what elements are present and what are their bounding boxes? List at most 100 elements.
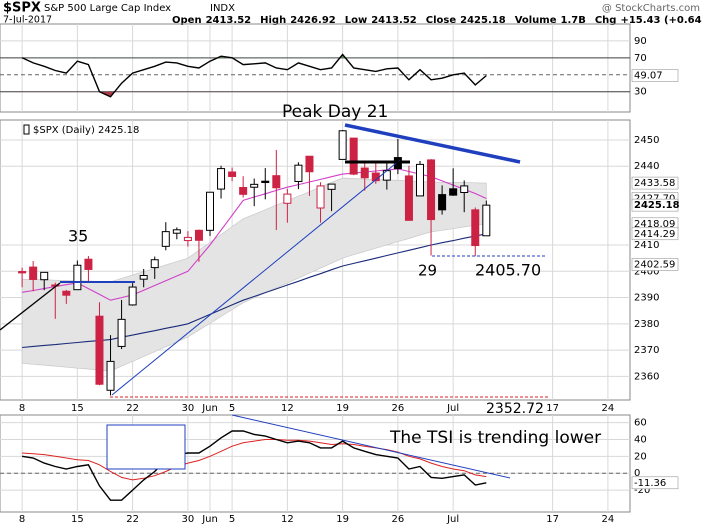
y-tick-label: 2360	[634, 371, 659, 382]
x-tick-label: 12	[281, 403, 294, 414]
x-tick-label: 22	[126, 403, 139, 414]
value-tag	[631, 227, 679, 241]
plot-layer: 90703049.0723602370238023902400241024402…	[0, 24, 680, 525]
candle-body	[327, 183, 336, 190]
quote-label: Volume	[515, 15, 557, 26]
x-tick-label: 17	[546, 514, 559, 525]
annotation: 35	[68, 227, 88, 246]
x-tick-label: Jul	[446, 403, 459, 414]
candle-body	[228, 171, 237, 177]
quote-value: 2425.18	[460, 15, 506, 26]
quote-label: Low	[345, 15, 367, 26]
price-frame	[0, 119, 631, 401]
quote-value: 2426.92	[290, 15, 336, 26]
candle-body	[40, 271, 49, 281]
candle-body	[128, 286, 137, 306]
index-name: S&P 500 Large Cap Index	[44, 3, 171, 14]
quote-label: Close	[426, 15, 457, 26]
candle-body	[416, 163, 424, 197]
candle-body	[217, 168, 226, 190]
exchange: INDX	[210, 3, 235, 14]
quote-line: Open 2413.52 High 2426.92 Low 2413.52 Close 242…	[172, 15, 702, 26]
value-tag-label: 2414.29	[634, 229, 675, 240]
y-tick-label: 30	[634, 87, 647, 98]
quote-value: 2413.52	[371, 15, 417, 26]
candle-body	[172, 229, 181, 234]
quote-label: Open	[172, 15, 202, 26]
candle-body	[206, 191, 214, 231]
value-tag-label: 2425.18	[634, 200, 680, 211]
legend-label: $SPX (Daily) 2425.18	[33, 125, 139, 136]
annotation: 2352.72	[486, 401, 544, 417]
candle-body	[62, 290, 71, 296]
x-tick-label: 12	[281, 514, 294, 525]
x-tick-label: Jun	[201, 514, 218, 525]
candle-body	[84, 258, 93, 270]
candle-body	[294, 164, 303, 182]
y-tick-label: -20	[634, 485, 650, 496]
trend-line	[111, 159, 401, 396]
annotation-box	[106, 424, 186, 470]
quote-date: 7-Jul-2017	[3, 15, 52, 26]
candle-body	[95, 315, 104, 385]
indicator-line	[21, 430, 487, 501]
candle-body	[194, 229, 203, 241]
y-tick-label: 2400	[634, 266, 659, 277]
quote-value: 1.7B	[561, 15, 586, 26]
y-tick-label: 70	[634, 53, 647, 64]
annotation: The TSI is trending lower	[389, 428, 601, 448]
x-tick-label: 24	[602, 514, 615, 525]
candle-body	[161, 231, 170, 247]
quote-label: High	[260, 15, 286, 26]
value-tag	[631, 198, 679, 212]
candle-body	[471, 209, 480, 247]
value-tag	[631, 258, 679, 271]
y-tick-label: 2440	[634, 161, 659, 172]
value-tag-label: 2402.59	[634, 259, 675, 270]
y-tick-label: 20	[634, 451, 647, 462]
candle-body	[427, 159, 436, 221]
x-tick-label: 24	[602, 403, 615, 414]
candle-body	[183, 236, 192, 242]
indicator-line	[21, 53, 487, 98]
candle-body	[29, 266, 38, 280]
rsi-frame	[0, 23, 631, 113]
candle-body	[338, 130, 347, 160]
value-tag-label: 2418.09	[634, 219, 675, 230]
x-tick-label: 8	[19, 403, 25, 414]
candle-body	[139, 274, 148, 280]
candle-body	[404, 175, 413, 221]
trend-line	[0, 282, 61, 331]
quote-value: 2413.52	[206, 15, 252, 26]
y-tick-label: 2390	[634, 293, 659, 304]
value-tag-label: 2433.58	[634, 178, 675, 189]
candle-body	[106, 360, 115, 391]
x-tick-label: 15	[71, 403, 84, 414]
x-tick-label: 26	[392, 403, 405, 414]
candle-body	[449, 188, 458, 196]
candle-body	[117, 318, 126, 347]
value-tag	[631, 476, 679, 490]
x-tick-label: Jun	[201, 403, 218, 414]
y-tick-label: 2370	[634, 345, 659, 356]
annotation: Peak Day 21	[282, 102, 388, 122]
candle-body	[73, 264, 82, 291]
quote-value: +15.43 (+0.64%)	[620, 15, 702, 26]
value-tag-label: -11.36	[634, 478, 666, 489]
y-tick-label: 60	[634, 418, 647, 429]
symbol: $SPX	[3, 1, 41, 16]
quote-label: Chg	[595, 15, 617, 26]
x-tick-label: Jul	[446, 514, 459, 525]
value-tag-label: 49.07	[634, 71, 663, 82]
x-tick-label: 15	[71, 514, 84, 525]
x-tick-label: 5	[229, 514, 235, 525]
candle-body	[316, 185, 325, 209]
candle-body	[360, 167, 369, 179]
y-tick-label: 0	[634, 468, 640, 479]
candle-body	[460, 185, 469, 193]
x-tick-label: 26	[392, 514, 405, 525]
candle-body	[150, 259, 159, 269]
source: @ StockCharts.com	[602, 3, 700, 14]
y-tick-label: 40	[634, 434, 647, 445]
